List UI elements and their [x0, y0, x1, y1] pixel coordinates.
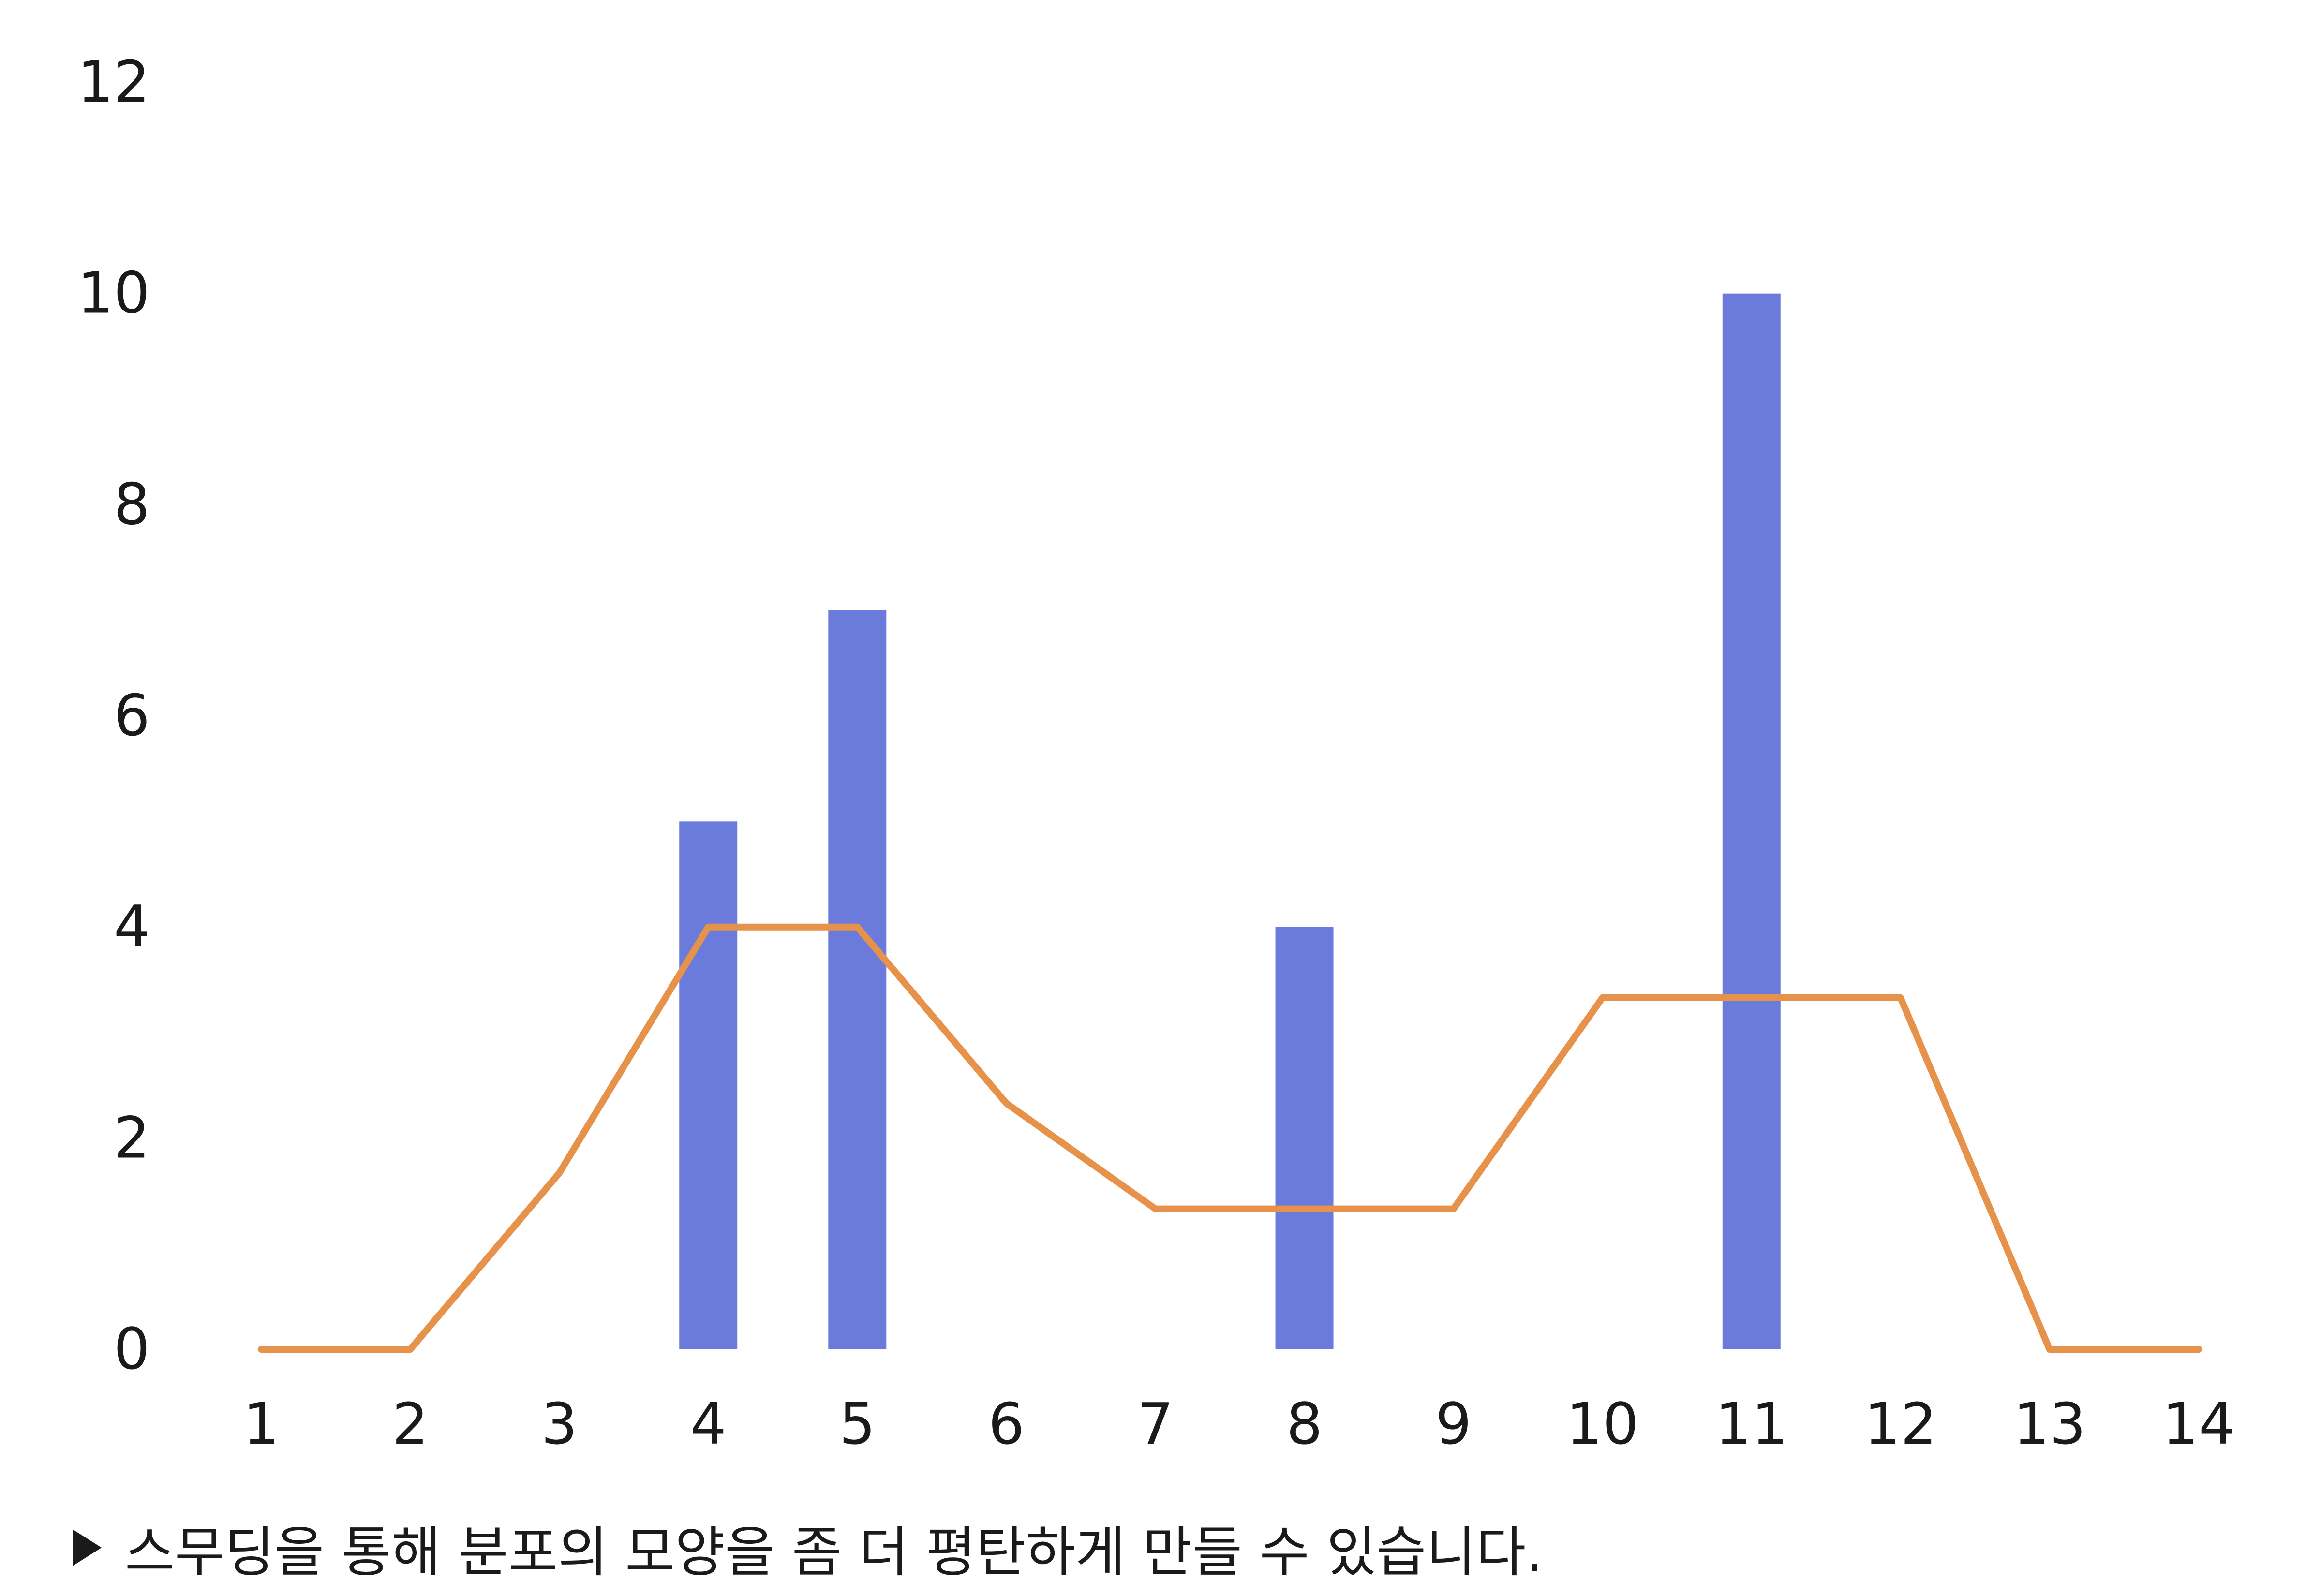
bar — [679, 821, 738, 1349]
y-tick-label: 0 — [114, 1315, 150, 1382]
bar-series — [679, 293, 1781, 1349]
bar — [828, 610, 887, 1349]
x-tick-label: 11 — [1715, 1390, 1788, 1457]
x-tick-label: 14 — [2162, 1390, 2235, 1457]
x-axis-ticks: 1 2 3 4 5 6 7 8 9 10 11 12 13 14 — [243, 1390, 2235, 1457]
triangle-right-icon — [73, 1529, 102, 1566]
x-tick-label: 12 — [1864, 1390, 1937, 1457]
y-tick-label: 8 — [114, 471, 150, 537]
x-tick-label: 6 — [988, 1390, 1025, 1457]
bar — [1722, 293, 1781, 1349]
x-tick-label: 8 — [1286, 1390, 1323, 1457]
x-tick-label: 9 — [1435, 1390, 1472, 1457]
y-tick-label: 10 — [77, 260, 150, 326]
x-tick-label: 2 — [392, 1390, 429, 1457]
caption-text: 스무딩을 통해 분포의 모양을 좀 더 평탄하게 만들 수 있습니다. — [125, 1521, 1544, 1584]
x-tick-label: 13 — [2013, 1390, 2086, 1457]
y-tick-label: 6 — [114, 682, 150, 749]
x-tick-label: 1 — [243, 1390, 279, 1457]
x-tick-label: 7 — [1137, 1390, 1174, 1457]
x-tick-label: 10 — [1566, 1390, 1639, 1457]
series-line — [258, 923, 2202, 1353]
y-tick-label: 4 — [114, 893, 150, 960]
chart-caption: 스무딩을 통해 분포의 모양을 좀 더 평탄하게 만들 수 있습니다. — [73, 1509, 1543, 1586]
x-tick-label: 5 — [839, 1390, 876, 1457]
y-tick-label: 2 — [114, 1104, 150, 1171]
x-tick-label: 4 — [690, 1390, 727, 1457]
smoothed-line-series — [258, 923, 2202, 1353]
y-tick-label: 12 — [77, 48, 150, 115]
bar — [1275, 927, 1334, 1349]
y-axis-ticks: 0 2 4 6 8 10 12 — [77, 48, 150, 1382]
x-tick-label: 3 — [541, 1390, 578, 1457]
